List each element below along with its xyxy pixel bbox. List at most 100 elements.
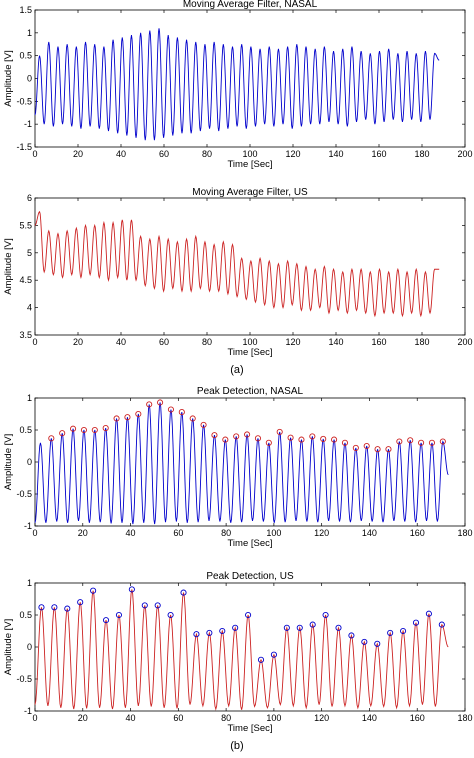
peak-marker — [322, 611, 329, 619]
peak-marker — [245, 611, 252, 619]
peak-marker — [270, 651, 277, 658]
peak-marker — [428, 439, 436, 446]
chart-2: Moving Average Filter, US 0 20 40 60 80 100 120… — [3, 187, 473, 358]
peak-marker — [200, 421, 207, 428]
panel-label: (b) — [230, 740, 243, 752]
x-tick-label: 180 — [414, 149, 429, 159]
peak-marker — [59, 430, 66, 437]
y-tick-label: -0.5 — [16, 489, 32, 499]
y-tick-label: -1.5 — [16, 142, 32, 152]
x-tick-label: 0 — [32, 713, 37, 723]
x-tick-label: 200 — [457, 337, 472, 347]
x-tick-label: 0 — [32, 528, 37, 538]
y-tick-label: 1.5 — [19, 5, 32, 15]
peak-marker — [352, 444, 359, 451]
x-tick-label: 160 — [410, 713, 425, 723]
peak-marker — [48, 435, 55, 442]
peak-marker — [178, 409, 185, 416]
y-tick-label: 5.5 — [19, 220, 32, 230]
x-tick-label: 20 — [78, 713, 88, 723]
signal-line — [34, 402, 449, 525]
peak-marker — [135, 410, 142, 418]
peak-marker — [193, 631, 200, 638]
peak-marker — [244, 431, 251, 438]
y-tick-label: -1 — [24, 706, 32, 716]
signal-line — [34, 589, 449, 711]
peak-marker — [298, 436, 305, 443]
peak-marker — [102, 617, 110, 624]
x-tick-label: 20 — [78, 528, 88, 538]
peak-marker — [219, 627, 226, 635]
x-tick-label: 120 — [285, 337, 300, 347]
peak-marker — [154, 602, 161, 609]
peak-marker — [128, 586, 135, 593]
x-tick-label: 60 — [173, 528, 183, 538]
peak-marker — [70, 425, 77, 432]
peak-marker — [374, 446, 381, 453]
x-axis-label: Time [Sec] — [227, 159, 272, 170]
peak-marker — [90, 587, 97, 594]
peak-marker — [211, 432, 218, 439]
y-tick-label: 5 — [27, 248, 32, 258]
peak-marker — [418, 439, 425, 446]
peak-marker — [146, 401, 153, 408]
panel-label: (a) — [230, 364, 243, 376]
peak-marker — [400, 627, 407, 635]
x-tick-label: 140 — [362, 528, 377, 538]
peak-marker — [309, 621, 316, 628]
x-tick-label: 180 — [457, 713, 472, 723]
chart-4: Peak Detection, US 0 20 40 60 80 100 120 140 160 1… — [3, 571, 473, 734]
y-tick-label: 4 — [27, 303, 32, 313]
y-tick-label: 1 — [27, 28, 32, 38]
peak-marker — [363, 442, 370, 450]
x-tick-label: 20 — [73, 149, 83, 159]
peak-marker — [309, 433, 316, 440]
peak-marker — [387, 629, 394, 636]
x-tick-label: 140 — [328, 337, 343, 347]
peak-marker — [124, 414, 131, 421]
y-tick-label: 0.5 — [19, 610, 32, 620]
y-tick-label: 0 — [27, 642, 32, 652]
peak-marker — [233, 433, 240, 440]
peak-marker — [180, 589, 187, 596]
peak-marker — [439, 438, 446, 445]
peak-marker — [254, 435, 262, 442]
peak-marker — [412, 619, 420, 626]
peak-marker — [51, 604, 58, 611]
peak-marker — [438, 621, 445, 628]
peak-marker — [341, 439, 349, 446]
x-tick-label: 80 — [221, 528, 231, 538]
peak-marker — [396, 438, 403, 445]
x-tick-label: 0 — [32, 337, 37, 347]
x-tick-label: 100 — [266, 713, 281, 723]
x-tick-label: 180 — [414, 337, 429, 347]
x-axis-label: Time [Sec] — [227, 538, 272, 549]
x-tick-label: 40 — [126, 528, 136, 538]
y-axis-label: Amplitude [V] — [3, 434, 14, 491]
x-tick-label: 180 — [457, 528, 472, 538]
peak-marker — [141, 602, 148, 609]
peak-marker — [374, 640, 381, 647]
y-tick-label: 1 — [27, 578, 32, 588]
y-tick-label: -1 — [24, 521, 32, 531]
peak-marker — [385, 446, 392, 453]
signal-line — [34, 28, 440, 141]
x-tick-label: 40 — [126, 713, 136, 723]
y-tick-label: 0.5 — [19, 51, 32, 61]
plot-frame — [34, 397, 466, 527]
peak-marker — [287, 434, 294, 441]
y-tick-label: 0 — [27, 457, 32, 467]
peak-marker — [348, 632, 355, 639]
peak-marker — [265, 439, 272, 446]
peak-marker — [407, 437, 414, 444]
y-tick-label: 4.5 — [19, 275, 32, 285]
x-tick-label: 20 — [73, 337, 83, 347]
chart-title: Moving Average Filter, NASAL — [183, 0, 318, 10]
x-tick-label: 120 — [314, 713, 329, 723]
chart-title: Peak Detection, NASAL — [197, 386, 304, 397]
peak-marker — [115, 611, 122, 619]
x-axis-label: Time [Sec] — [227, 723, 272, 734]
x-axis-label: Time [Sec] — [227, 347, 272, 358]
x-tick-label: 100 — [266, 528, 281, 538]
